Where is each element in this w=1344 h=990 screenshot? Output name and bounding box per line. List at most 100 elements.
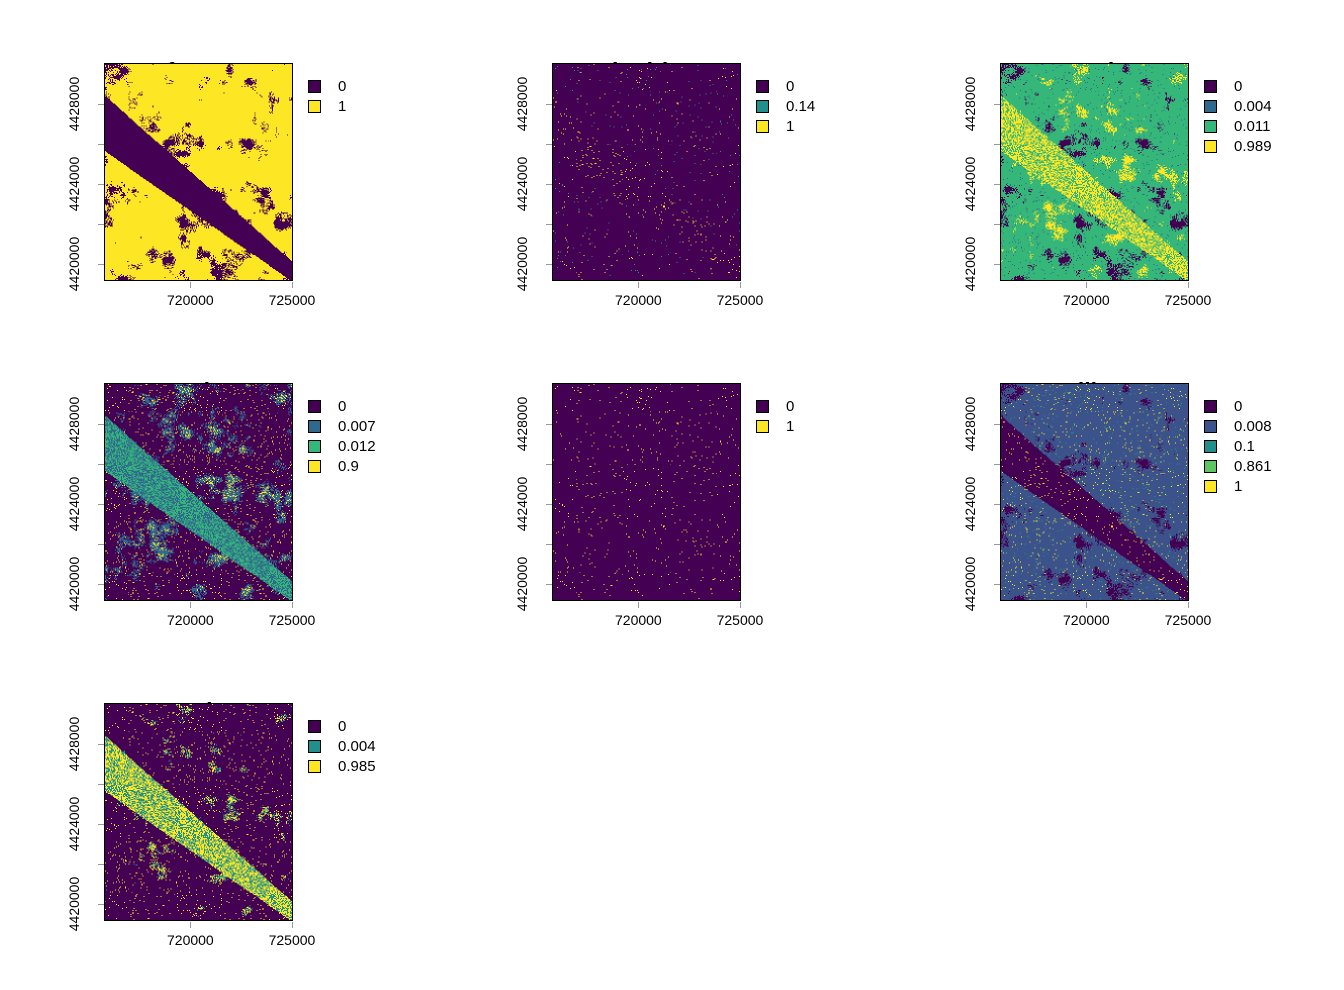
legend-label: 0 [786,397,795,415]
y-tick-text: 4424000 [514,476,530,532]
legend-item: 1 [756,416,794,436]
legend-item: 0 [308,396,376,416]
legend-swatch [1204,79,1217,93]
legend-swatch [308,739,321,753]
legend-swatch [308,459,321,473]
map-panel-mesic: mesic44200004424000442800072000072500000… [962,30,1344,350]
raster-map [1000,383,1189,601]
x-tick-label: 720000 [1063,612,1110,628]
x-tick [1086,282,1088,288]
x-tick-label: 725000 [268,292,316,308]
y-tick-text: 4428000 [962,76,978,132]
legend-label: 0 [1234,77,1243,95]
legend-swatch [308,719,321,733]
legend: 0 0.14 1 [756,76,815,136]
legend-label: 0.1 [1234,437,1255,455]
legend-swatch [308,439,321,453]
y-tick [98,424,104,425]
y-tick-text: 4424000 [66,156,82,212]
y-tick [98,184,104,185]
map-panel-xeric: xeric44200004424000442800072000072500000… [66,670,518,990]
y-tick-text: 4424000 [66,476,82,532]
legend-item: 0.011 [1204,116,1272,136]
raster-map [104,383,293,601]
legend-label: 0.989 [1234,137,1272,155]
legend-swatch [308,79,321,93]
legend-label: 0.861 [1234,457,1272,475]
x-tick [190,922,192,928]
legend: 0 0.008 0.1 0.861 1 [1204,396,1272,496]
y-tick [546,264,552,265]
y-tick [546,184,552,185]
y-tick-text: 4428000 [514,76,530,132]
x-tick-label: 720000 [615,292,662,308]
y-tick [98,104,104,105]
legend-label: 1 [786,417,795,435]
y-tick [98,264,104,265]
y-tick-text: 4424000 [66,796,82,852]
raster-map [552,383,741,601]
y-tick [994,424,1000,425]
raster-map [1000,63,1189,281]
legend-label: 0.008 [1234,417,1272,435]
legend-item: 0 [1204,76,1272,96]
x-tick [190,282,192,288]
legend-swatch [308,99,321,113]
legend-label: 0.9 [338,457,359,475]
legend-item: 0 [756,76,815,96]
legend-swatch [1204,399,1217,413]
y-tick-text: 4420000 [66,876,82,932]
y-tick [994,184,1000,185]
legend-item: 0 [1204,396,1272,416]
legend-swatch [1204,439,1217,453]
x-tick [638,282,640,288]
legend-swatch [1204,479,1217,493]
x-tick [1187,602,1189,608]
y-tick-text: 4420000 [962,556,978,612]
y-tick [994,144,1000,145]
legend-label: 0.011 [1234,117,1271,135]
raster-map [104,63,293,281]
map-panel-rocky: rocky44200004424000442800072000072500000… [66,350,518,670]
legend-item: 0.004 [308,736,376,756]
y-tick [98,544,104,545]
y-tick-text: 4428000 [962,396,978,452]
legend-label: 1 [1234,477,1243,495]
y-tick-text: 4424000 [514,156,530,212]
x-tick [291,602,293,608]
x-tick-label: 725000 [268,612,316,628]
y-tick [546,104,552,105]
y-tick [98,904,104,905]
legend-swatch [756,399,769,413]
legend-label: 0.004 [1234,97,1272,115]
x-tick [291,922,293,928]
y-tick [994,504,1000,505]
y-tick-text: 4420000 [514,556,530,612]
legend-item: 0.985 [308,756,376,776]
x-tick [1187,282,1189,288]
legend-item: 1 [1204,476,1272,496]
y-tick-text: 4424000 [962,156,978,212]
y-tick [994,544,1000,545]
legend-label: 0.985 [338,757,376,775]
legend-label: 0 [338,397,347,415]
x-tick-label: 725000 [1164,292,1212,308]
legend-label: 0 [1234,397,1243,415]
map-panel-water: water44200004424000442800072000072500001 [514,350,966,670]
x-tick [291,282,293,288]
y-tick [98,144,104,145]
legend-item: 0 [756,396,794,416]
raster-map [552,63,741,281]
raster-map [104,703,293,921]
legend: 0 0.004 0.011 0.989 [1204,76,1272,156]
legend-item: 0.008 [1204,416,1272,436]
legend-label: 0.004 [338,737,376,755]
y-tick [546,424,552,425]
legend-label: 0.007 [338,417,376,435]
legend-label: 1 [338,97,347,115]
legend-item: 0.012 [308,436,376,456]
legend-swatch [756,419,769,433]
y-tick-text: 4428000 [66,716,82,772]
x-tick-label: 720000 [615,612,662,628]
